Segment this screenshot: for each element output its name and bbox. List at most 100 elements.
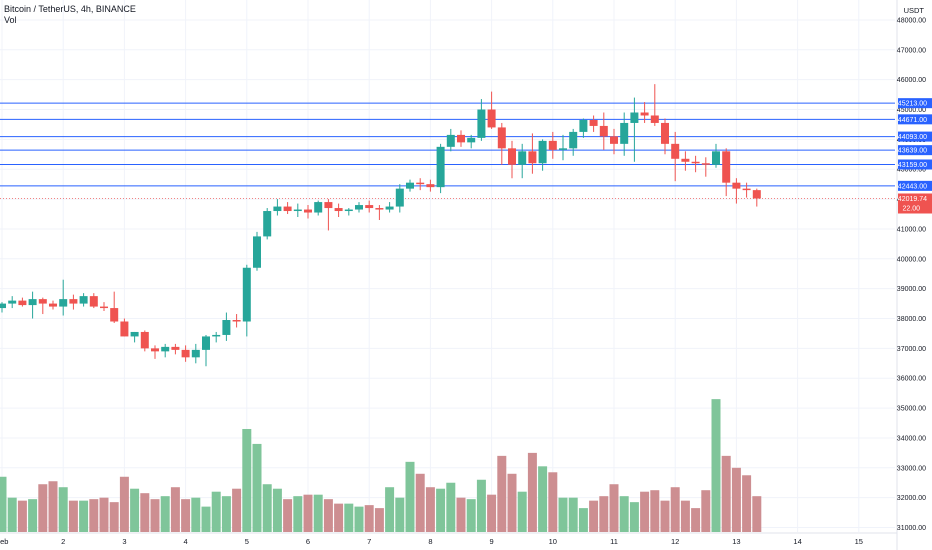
time-tick-label: 6 [306, 537, 310, 546]
candle-body [79, 296, 88, 304]
candle-body [110, 308, 119, 322]
volume-bar [232, 488, 242, 532]
candle-body [518, 151, 527, 165]
candle-body [59, 299, 68, 307]
time-axis[interactable]: Feb 2 3 4 5 6 7 8 9 10 11 12 13 14 15 [0, 532, 897, 546]
candle-body [242, 267, 251, 322]
candle-body [151, 348, 159, 352]
volume-bar [160, 496, 170, 532]
candle-body [120, 321, 129, 337]
level-price-tag-label: 43639.00 [898, 148, 927, 155]
candle-body [232, 320, 241, 322]
candle-body [395, 188, 404, 207]
candle-body [467, 137, 476, 143]
price-tick-label: 43000.00 [897, 167, 926, 174]
candle-body [324, 202, 333, 209]
volume-bar [701, 490, 711, 532]
volume-bar [201, 506, 211, 532]
candle-body [100, 306, 108, 309]
candle-body [69, 299, 78, 304]
candle-body [38, 299, 47, 304]
volume-bar [691, 508, 701, 532]
time-tick-label: Feb [0, 537, 8, 546]
candle-body [191, 349, 200, 358]
candle-body [630, 112, 639, 123]
chart-grid [0, 0, 895, 532]
time-tick-label: 10 [549, 537, 557, 546]
volume-bar [405, 461, 415, 532]
time-tick-label: 2 [61, 537, 65, 546]
volume-bar [752, 496, 762, 532]
volume-bar [28, 499, 38, 532]
candle-body [304, 209, 312, 213]
candle-body [650, 115, 659, 123]
level-price-tag [898, 98, 932, 109]
volume-bar [140, 493, 150, 532]
volume-bar [89, 499, 99, 532]
candle-body [569, 131, 578, 149]
candle-body [28, 299, 37, 306]
volume-bar [272, 488, 282, 532]
volume-bar [466, 499, 476, 532]
volume-bar [323, 499, 333, 532]
volume-bar [538, 466, 548, 532]
volume-bar [456, 497, 466, 532]
candle-body [579, 119, 588, 132]
volume-bar [170, 487, 180, 532]
candlesticks [0, 84, 761, 367]
candle-body [140, 331, 149, 349]
volume-bar [211, 491, 221, 532]
candle-body [742, 188, 751, 191]
price-tick-label: 35000.00 [897, 406, 926, 413]
volume-bar [619, 496, 629, 532]
candle-body [202, 336, 210, 350]
price-tick-label: 31000.00 [897, 525, 926, 532]
candle-body [661, 122, 669, 144]
candle-body [610, 136, 618, 144]
volume-bar [252, 443, 262, 532]
price-tick-label: 33000.00 [897, 465, 926, 472]
volume-bar [629, 502, 639, 532]
volume-bar [680, 500, 690, 532]
candle-body [263, 211, 272, 237]
candle-body [436, 146, 445, 188]
price-tick-label: 41000.00 [897, 226, 926, 233]
candle-body [508, 148, 516, 165]
candle-body [681, 158, 690, 162]
last-price-tag [898, 193, 932, 214]
candle-body [620, 122, 629, 144]
volume-bar [507, 473, 517, 532]
candle-body [559, 148, 567, 150]
volume-bar [303, 494, 313, 532]
candle-body [365, 205, 374, 209]
candle-body [457, 134, 465, 143]
candle-body [487, 109, 496, 128]
volume-bar [476, 479, 486, 532]
volume-bar [589, 500, 599, 532]
level-price-tag-label: 45213.00 [898, 101, 927, 108]
price-tick-label: 40000.00 [897, 256, 926, 263]
price-axis[interactable]: USDT 31000.00 32000.00 33000.00 34000.00 3500… [896, 0, 932, 550]
price-tick-label: 37000.00 [897, 346, 926, 353]
volume-bar [221, 496, 231, 532]
volume-bar [344, 503, 354, 532]
volume-bar [242, 428, 252, 532]
candle-body [293, 209, 302, 212]
level-price-tag-label: 44093.00 [898, 134, 927, 141]
candle-body [752, 190, 761, 199]
candle-body [89, 296, 98, 307]
price-tick-label: 48000.00 [897, 17, 926, 24]
candle-body [273, 206, 282, 212]
candle-body [497, 127, 506, 149]
time-tick-label: 11 [610, 537, 618, 546]
volume-bar [599, 496, 609, 532]
volume-bar [58, 487, 68, 532]
volume-bar [609, 484, 619, 532]
volume-bar [7, 497, 17, 532]
candle-body [334, 208, 343, 212]
candle-body [640, 112, 649, 116]
volume-bar [446, 482, 456, 532]
volume-bar [109, 502, 119, 532]
time-tick-label: 3 [122, 537, 126, 546]
